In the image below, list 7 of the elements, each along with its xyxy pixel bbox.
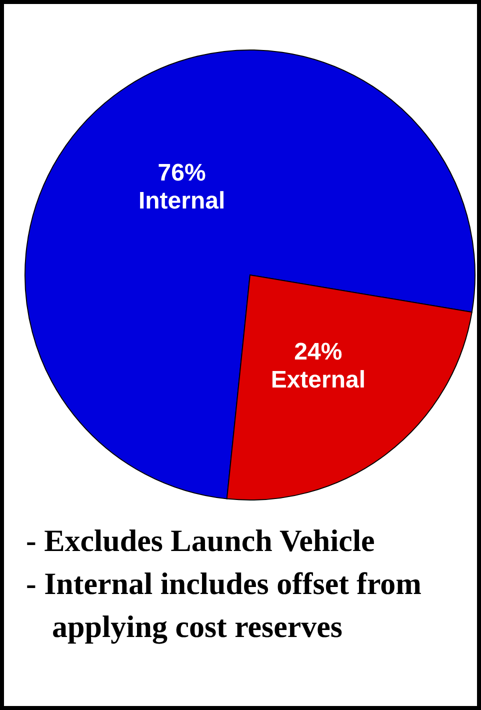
text: - Excludes Launch Vehicle bbox=[26, 522, 376, 560]
pie-slice bbox=[24, 50, 476, 500]
slice-label: External bbox=[270, 366, 366, 394]
text: - Internal includes offset from applying cost reserves bbox=[26, 565, 422, 646]
data-label: 76% bbox=[158, 160, 206, 187]
data-label: 24% bbox=[294, 338, 342, 366]
slice-label: Internal bbox=[138, 187, 226, 214]
